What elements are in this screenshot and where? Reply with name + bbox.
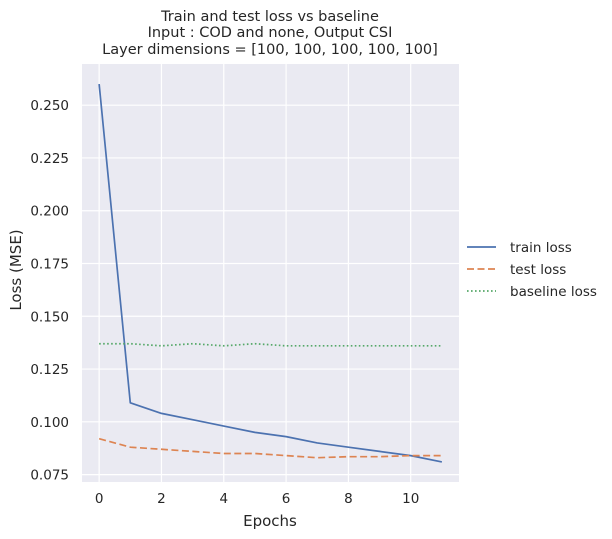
chart-title-line-2: Input : COD and none, Output CSI: [147, 25, 393, 41]
x-tick-label: 10: [402, 491, 419, 507]
legend-label-2: test loss: [510, 262, 566, 278]
plot-area: [82, 64, 459, 482]
series-line-2: [98, 437, 442, 459]
x-tick-label: 8: [344, 491, 353, 507]
y-axis-label: Loss (MSE): [7, 229, 25, 310]
y-tick-label: 0.125: [30, 362, 69, 378]
y-tick-label: 0.100: [30, 415, 69, 431]
legend: train loss test loss baseline loss: [467, 240, 597, 300]
chart-title-line-1: Train and test loss vs baseline: [161, 9, 379, 25]
y-tick-label: 0.200: [30, 204, 69, 220]
chart-title-line-3: Layer dimensions = [100, 100, 100, 100, …: [102, 42, 438, 58]
y-tick-label: 0.075: [30, 468, 69, 484]
x-tick-label: 4: [219, 491, 228, 507]
legend-label-3: baseline loss: [510, 284, 597, 300]
y-tick-label: 0.250: [30, 98, 69, 114]
y-tick-label: 0.150: [30, 309, 69, 325]
series-line-3: [99, 342, 442, 347]
x-tick-label: 2: [157, 491, 166, 507]
y-tick-label: 0.225: [30, 151, 69, 167]
y-tick-label: 0.175: [30, 257, 69, 273]
x-tick-label: 6: [282, 491, 291, 507]
x-tick-label: 0: [95, 491, 104, 507]
x-axis-label: Epochs: [243, 512, 297, 530]
series-line-1: [98, 83, 443, 463]
legend-label-1: train loss: [510, 240, 572, 256]
